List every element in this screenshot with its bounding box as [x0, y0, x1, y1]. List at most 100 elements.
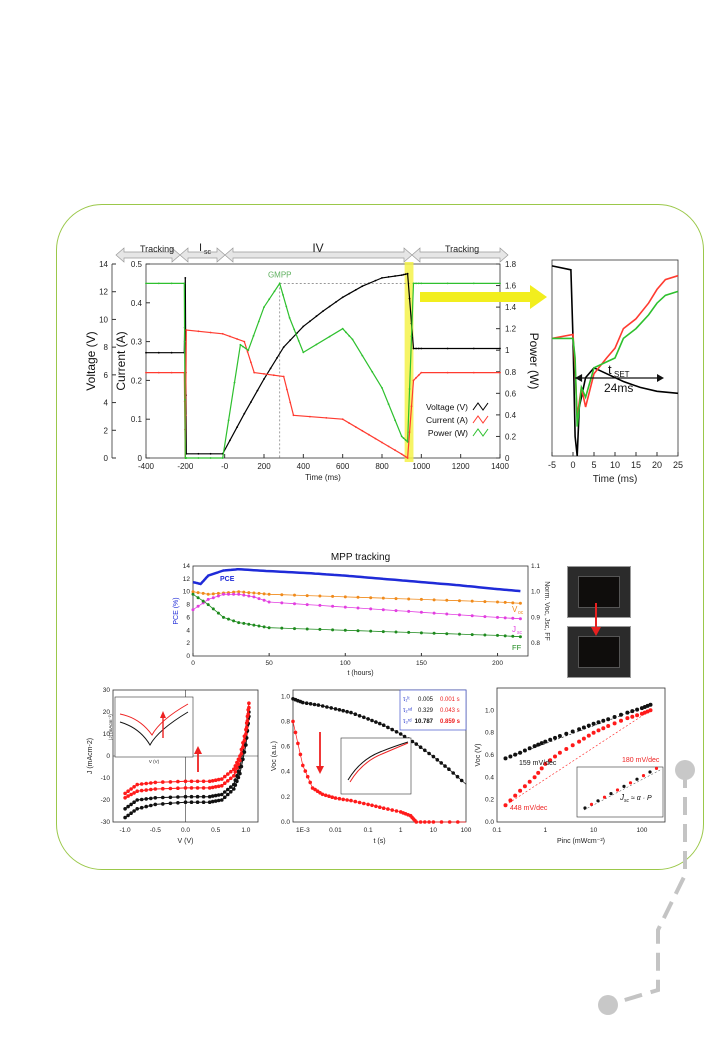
vocp-red-point	[606, 724, 611, 728]
jv-black-point	[153, 802, 158, 807]
voltage-line-point	[302, 325, 305, 328]
vocp-annotation-black: 159 mV/dec	[519, 760, 557, 767]
decay-x-label: t (s)	[373, 838, 385, 845]
voltage-line-point	[420, 347, 423, 350]
vocp-inset-point	[622, 784, 626, 789]
vocp-red-point	[527, 779, 532, 784]
current-tick: 0.2	[131, 376, 143, 385]
vocp-black-point	[536, 742, 541, 747]
jv-black-point	[207, 800, 212, 804]
vocp-x-tick: 0.1	[492, 827, 501, 834]
decay-red-point	[394, 809, 399, 813]
voltage-line-point	[472, 347, 475, 350]
mpp-x-tick: 200	[492, 660, 503, 667]
jv-black-point	[223, 795, 227, 800]
jv-red-point	[229, 769, 233, 774]
voltage-line-point	[184, 277, 187, 279]
decay-black-point	[459, 778, 464, 783]
jv-x-tick: -1.0	[119, 827, 131, 834]
mpp-jsc-point	[252, 595, 256, 599]
jv-red-point	[207, 786, 212, 790]
mpp-jsc-label: J	[512, 625, 516, 634]
mpp-pce-label: PCE	[220, 576, 235, 583]
vocp-black-point	[581, 725, 586, 730]
mpp-voc-point	[331, 594, 335, 598]
decay-red-point	[293, 730, 298, 735]
voltage-line-point	[229, 439, 231, 442]
decay-black-point	[366, 717, 370, 721]
decay-black-point	[447, 767, 451, 771]
vocp-inset-point	[602, 795, 607, 799]
jv-red-point	[226, 772, 230, 776]
jv-black-point	[232, 782, 236, 787]
jv-red-point	[236, 757, 241, 762]
decay-red-point	[456, 820, 460, 824]
vocp-y-tick: 0.4	[485, 774, 494, 781]
decay-table-red: 0.001 s	[440, 697, 460, 703]
decay-red-point	[414, 820, 419, 824]
jv-red-point	[139, 788, 144, 793]
decay-red-point	[431, 820, 436, 824]
jv-black-point	[238, 765, 242, 769]
vocp-red-point	[630, 714, 635, 719]
jv-red-point	[168, 786, 173, 791]
phase-label: IV	[312, 241, 323, 255]
jv-red-point	[149, 787, 153, 792]
jv-red-point	[220, 777, 224, 781]
decay-red-point	[296, 741, 300, 746]
current-line-point	[253, 371, 256, 374]
power-line-point	[348, 335, 351, 337]
tset-sub: SET	[614, 370, 630, 379]
jv-red-point	[244, 721, 249, 725]
mpp-y2-tick: 0.8	[531, 640, 540, 647]
vocp-red-point	[635, 713, 640, 718]
decay-table-black: 10.787	[415, 719, 434, 725]
mpp-y-label: PCE (%)	[173, 597, 180, 624]
power-line-point	[227, 419, 230, 422]
decay-y-tick: 0.8	[281, 718, 290, 725]
decay-black-point	[320, 704, 325, 708]
power-line-point	[184, 398, 186, 401]
power-line-point	[446, 282, 449, 285]
jv-red-point	[233, 770, 238, 774]
voltage-line-point	[446, 347, 449, 350]
current-line-point	[408, 431, 411, 433]
decay-red-point	[330, 795, 335, 799]
jv-inset-red-line	[119, 703, 189, 736]
mpp-ff-point	[267, 626, 271, 630]
decay-black-point	[304, 701, 309, 705]
mpp-voc-point	[458, 599, 461, 603]
current-line-point	[402, 454, 405, 457]
zoom-x-tick: 10	[610, 460, 620, 470]
voltage-line-point	[499, 347, 501, 350]
mpp-voc-point	[252, 591, 256, 595]
mpp-ff-point	[222, 615, 225, 619]
vocp-red-point	[548, 758, 553, 763]
jv-black-point	[161, 802, 165, 806]
decay-black-point	[427, 751, 431, 756]
voltage-line-point	[170, 351, 173, 354]
current-line-point	[221, 332, 224, 335]
mpp-jsc-point	[483, 615, 487, 619]
decay-black-point	[386, 725, 390, 730]
vocp-red-point	[648, 708, 653, 713]
vocp-black-point	[606, 717, 611, 722]
vocp-inset-point	[648, 770, 652, 774]
voltage-tick: 4	[104, 399, 109, 408]
decay-black-point	[357, 714, 362, 718]
jv-red-point	[245, 714, 250, 719]
mpp-voc-point	[257, 591, 261, 595]
jv-black-point	[210, 794, 215, 798]
decay-black-point	[341, 708, 346, 713]
mpp-jsc-point	[369, 607, 373, 611]
jv-red-point	[132, 785, 136, 789]
vocp-red-point	[539, 766, 544, 771]
mpp-ff-point	[237, 621, 241, 625]
decay-red-point	[378, 805, 382, 809]
power-tick: 1.4	[505, 303, 517, 312]
mpp-voc-point	[419, 597, 423, 601]
mpp-jsc-point	[458, 613, 461, 617]
decay-black-point	[381, 723, 386, 727]
current-line-point	[400, 453, 403, 455]
